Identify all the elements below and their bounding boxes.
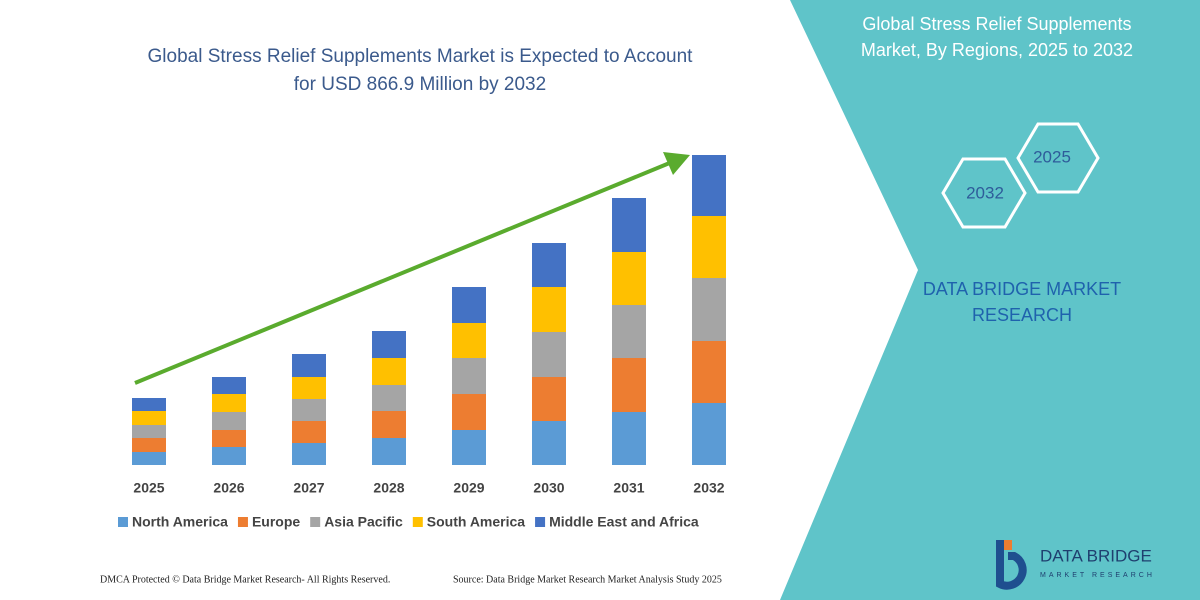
bar-segment — [292, 354, 326, 377]
bar-segment — [212, 412, 246, 430]
bar-segment — [372, 331, 406, 358]
x-tick-label: 2031 — [613, 480, 644, 496]
bar-segment — [212, 447, 246, 465]
bar-segment — [132, 452, 166, 465]
bar-segment — [292, 443, 326, 465]
bar-segment — [692, 341, 726, 403]
logo-mark — [996, 540, 1027, 590]
footer-source: Source: Data Bridge Market Research Mark… — [453, 574, 722, 585]
legend-swatch — [310, 517, 321, 527]
brand: RESEARCH — [972, 305, 1072, 325]
bar-segment — [292, 399, 326, 421]
bar-segment — [212, 394, 246, 412]
bar-segment — [532, 243, 566, 287]
bar-segment — [452, 287, 486, 323]
bar-segment — [452, 430, 486, 465]
bar-segment — [612, 198, 646, 252]
hexagon — [941, 157, 1027, 229]
x-tick-label: 2025 — [133, 480, 164, 496]
bar-segment — [612, 252, 646, 305]
legend-label: South America — [427, 514, 525, 530]
bar-segment — [532, 421, 566, 465]
side-panel — [780, 0, 1200, 600]
bar-segment — [612, 358, 646, 412]
legend-label: Asia Pacific — [324, 514, 403, 530]
bar-segment — [452, 394, 486, 430]
hexagon-label: 2025 — [1033, 147, 1071, 166]
bar-segment — [532, 377, 566, 421]
legend-swatch — [237, 517, 248, 527]
legend-swatch — [535, 517, 546, 527]
bar-segment — [692, 155, 726, 216]
x-tick-label: 2028 — [373, 480, 404, 496]
bar-segment — [532, 332, 566, 377]
x-tick-label: 2030 — [533, 480, 564, 496]
bar-segment — [532, 287, 566, 332]
hexagon-label: 2032 — [966, 183, 1004, 202]
arrow-head — [663, 152, 690, 175]
trend-arrow — [134, 160, 673, 385]
bar-segment — [132, 411, 166, 425]
bar-segment — [612, 412, 646, 465]
legend-swatch — [118, 517, 128, 527]
chart-title: for USD 866.9 Million by 2032 — [294, 74, 546, 95]
bar-segment — [612, 305, 646, 358]
bar-segment — [372, 358, 406, 385]
panel-title: Global Stress Relief Supplements — [862, 14, 1131, 34]
x-tick-label: 2027 — [293, 480, 324, 496]
bar-segment — [212, 377, 246, 394]
logo-text: DATA BRIDGE — [1040, 546, 1152, 565]
panel-title: Market, By Regions, 2025 to 2032 — [861, 40, 1133, 60]
logo: DATA BRIDGE MARKET RESEARCH — [996, 540, 1155, 590]
bar-segment — [132, 398, 166, 411]
x-tick-label: 2032 — [693, 480, 724, 496]
bar-segment — [132, 425, 166, 438]
bar-segment — [132, 438, 166, 452]
hexagon — [1016, 122, 1100, 194]
bar-segment — [372, 411, 406, 438]
bar-segment — [292, 377, 326, 399]
bar-segment — [692, 216, 726, 278]
logo-subtext: MARKET RESEARCH — [1040, 572, 1155, 579]
bar-segment — [212, 430, 246, 447]
x-tick-label: 2026 — [213, 480, 244, 496]
legend-label: North America — [132, 514, 228, 530]
bar-segment — [372, 385, 406, 411]
plot: 2025 2026 2027 2028 2029 2030 2031 2032 North Am… — [118, 155, 726, 530]
bar-segment — [292, 421, 326, 443]
chart-title: Global Stress Relief Supplements Market … — [148, 46, 694, 67]
legend-label: Europe — [252, 514, 300, 530]
legend-swatch — [412, 517, 423, 527]
bar-segment — [452, 358, 486, 394]
bar-segment — [452, 323, 486, 358]
bar-segment — [692, 278, 726, 341]
bar-segment — [692, 403, 726, 465]
legend-label: Middle East and Africa — [549, 514, 699, 530]
footer-copyright: DMCA Protected © Data Bridge Market Rese… — [100, 574, 390, 585]
bar-segment — [372, 438, 406, 465]
x-tick-label: 2029 — [453, 480, 484, 496]
brand: DATA BRIDGE MARKET — [923, 279, 1121, 299]
